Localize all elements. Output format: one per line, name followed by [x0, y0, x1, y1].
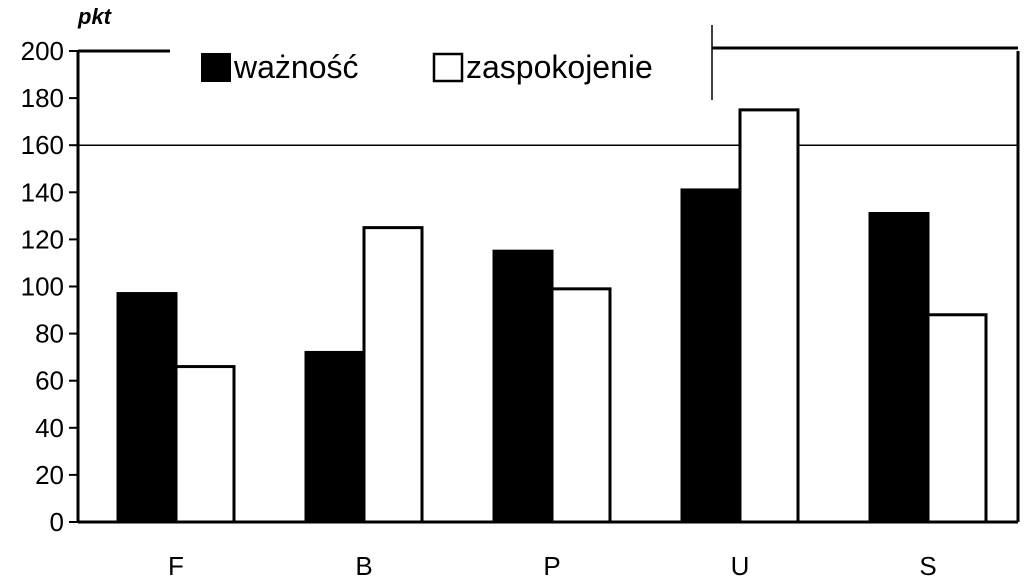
y-tick-label: 60: [35, 366, 64, 396]
x-tick-label: P: [543, 551, 560, 579]
y-tick-label: 40: [35, 413, 64, 443]
legend-swatch-zaspokojenie: [432, 52, 464, 83]
x-tick-label: B: [355, 551, 372, 579]
y-tick-label: 80: [35, 319, 64, 349]
x-tick-label: F: [168, 551, 184, 579]
y-tick-label: 120: [21, 224, 64, 254]
y-tick-label: 180: [21, 83, 64, 113]
bar-waznosc-P: [492, 249, 554, 524]
bar-waznosc-U: [680, 188, 742, 524]
y-axis-ticks: 0 20 40 60 80 100 120 140 160 180 200: [21, 36, 78, 537]
y-tick-label: 140: [21, 177, 64, 207]
legend-swatch-wazność: [201, 53, 231, 82]
bar-zaspokojenie-F: [174, 365, 236, 524]
bar-waznosc-B: [304, 350, 366, 524]
legend: ważność zaspokojenie: [201, 49, 653, 85]
y-tick-label: 200: [21, 36, 64, 66]
bars: [116, 108, 988, 524]
bar-waznosc-F: [116, 292, 178, 524]
y-tick-label: 0: [50, 507, 64, 537]
y-tick-label: 160: [21, 130, 64, 160]
legend-label-wazność: ważność: [233, 49, 359, 85]
bar-waznosc-S: [868, 211, 930, 524]
legend-label-zaspokojenie: zaspokojenie: [466, 49, 653, 85]
x-tick-label: U: [731, 551, 750, 579]
bar-zaspokojenie-U: [738, 108, 800, 524]
plot-frame: [76, 25, 1020, 524]
y-tick-label: 100: [21, 272, 64, 302]
bar-zaspokojenie-P: [550, 287, 612, 524]
y-tick-label: 20: [35, 460, 64, 490]
bar-zaspokojenie-S: [926, 313, 988, 524]
bar-zaspokojenie-B: [362, 226, 424, 524]
x-tick-label: S: [919, 551, 936, 579]
y-axis-unit-label: pkt: [77, 4, 113, 29]
